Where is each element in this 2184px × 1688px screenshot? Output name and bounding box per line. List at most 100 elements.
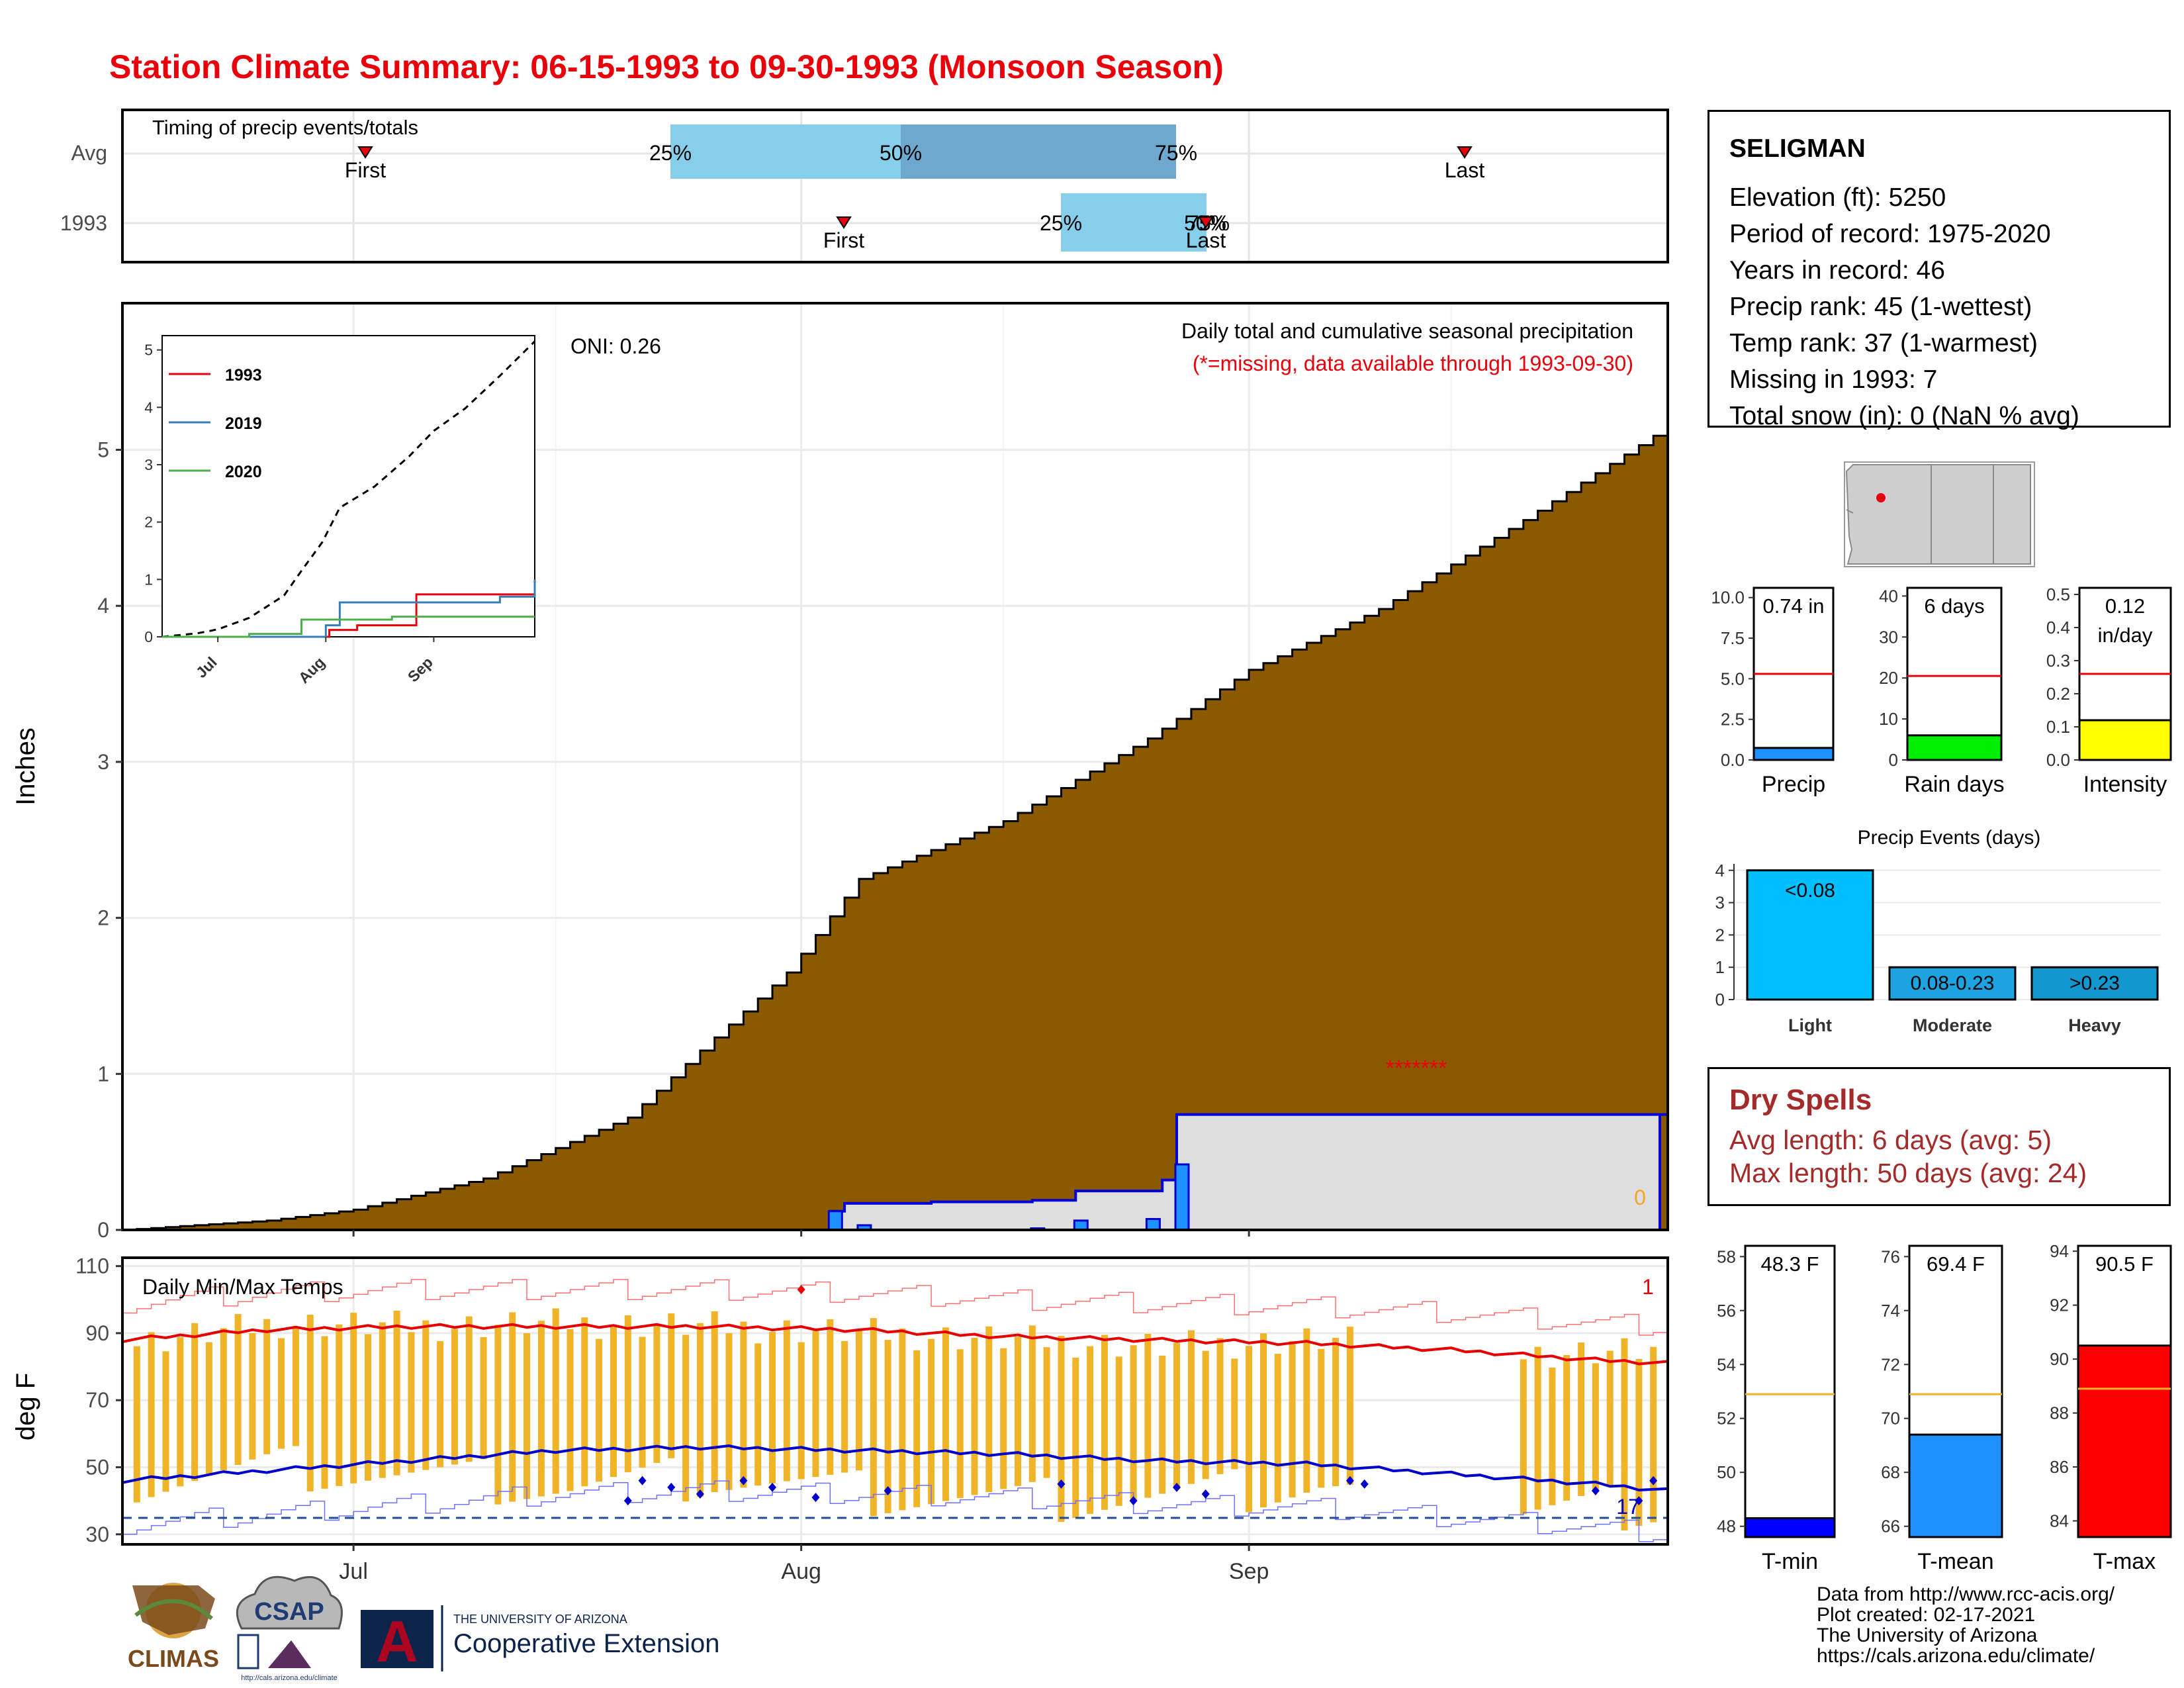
temp-range-bar [1101,1335,1108,1510]
temp-range-bar [567,1329,574,1491]
temp-range-bar [1578,1342,1585,1496]
snow-count: 0 [1634,1186,1646,1209]
tmean-y-tick-label: 66 [1881,1517,1900,1536]
temp-range-bar [1289,1340,1296,1498]
precip-y-tick-label: 3 [97,750,109,774]
temp-range-bar [234,1314,242,1465]
events-y-tick-label: 1 [1715,957,1725,977]
raindays-stat-y-tick-label: 30 [1879,627,1898,647]
temp-range-bar [928,1338,935,1505]
temp-range-bar [1028,1325,1036,1482]
temp-range-bar [1621,1338,1628,1530]
tmin-y-tick-label: 56 [1717,1301,1736,1321]
temp-range-bar [624,1315,631,1473]
temp-range-bar [1303,1328,1310,1493]
tmax-value-text: 90.5 F [2095,1252,2154,1276]
temp-range-bar [797,1342,805,1479]
location-map [1844,461,2035,567]
raindays-stat-y-tick-label: 0 [1889,750,1898,770]
raindays-stat-value-text: 6 days [1924,594,1984,618]
station-snow: Total snow (in): 0 (NaN % avg) [1729,402,2079,430]
tmax-y-tick-label: 84 [2050,1511,2069,1531]
record-low-marker [638,1476,647,1485]
temp-range-bar [1534,1346,1541,1510]
inset-y-tick-label: 0 [144,628,153,645]
temp-range-bar [1549,1367,1556,1505]
1993-first-marker [836,216,852,229]
tmax-value-bar [2077,1344,2172,1538]
temp-y-tick-label: 90 [85,1321,109,1345]
temp-panel-label: Daily Min/Max Temps [142,1275,343,1299]
temp-range-bar [956,1349,964,1499]
temp-range-bar [1187,1330,1195,1484]
events-x-label: Moderate [1913,1015,1992,1035]
temp-range-bar [1274,1354,1281,1503]
temp-range-bar [552,1308,559,1494]
station-name: SELIGMAN [1729,134,1866,163]
tmin-y-tick-label: 50 [1717,1462,1736,1482]
temp-range-bar [1635,1358,1643,1526]
temp-range-bar [581,1317,588,1487]
station-location-dot [1876,493,1886,502]
temp-range-bar [754,1343,762,1486]
inset-avg-cumulative-line [161,340,536,638]
events-y-tick-label: 0 [1715,990,1725,1009]
timing-row-1993: 1993 [60,211,107,235]
temp-range-bar [855,1329,862,1471]
temp-range-bar [596,1338,603,1482]
precip-y-label: Inches [11,727,40,806]
csap-bars-icon [237,1634,259,1669]
intensity-stat-y-tick-label: 0.5 [2046,585,2070,604]
1993-last-label: Last [1186,228,1226,252]
temp-range-bar [537,1321,545,1497]
temp-range-bar [451,1329,458,1465]
temp-range-bar [711,1311,718,1492]
temp-range-bar [509,1312,516,1502]
tmean-y-tick-label: 72 [1881,1354,1900,1374]
csap-wordmark: CSAP [254,1598,324,1626]
record-low-marker [1201,1489,1210,1499]
temp-range-bar [379,1322,386,1478]
record-low-marker [1360,1479,1369,1489]
temp-range-bar [523,1333,530,1499]
temp-x-tick-label: Jul [339,1559,367,1584]
inset-legend-1993: 1993 [225,366,262,385]
temp-range-bar [1130,1345,1137,1502]
temp-range-bar [942,1327,949,1501]
intensity-stat-y-tick-label: 0.1 [2046,717,2070,737]
temp-x-ticks: Jul Aug Sep [339,1544,1269,1584]
temp-range-bar [668,1313,675,1458]
tmean-label: T-mean [1917,1549,1993,1574]
temperature-stat-bars: 48 50 52 54 56 58 48.3 F T-min 66 68 70 72 74 76 69.4 … [1717,1241,2172,1574]
avg-quartile-50-75 [901,124,1176,179]
temp-range-bar [769,1332,776,1483]
temp-range-bar [1606,1350,1614,1487]
timing-panel-label: Timing of precip events/totals [152,116,418,139]
temp-range-bar [1072,1357,1079,1518]
events-x-label: Heavy [2068,1015,2121,1035]
tmax-y-tick-label: 94 [2050,1241,2069,1261]
temp-range-bar [220,1328,227,1471]
temp-range-bar [610,1327,617,1477]
tmin-y-tick-label: 48 [1717,1517,1736,1536]
temp-range-bar [1159,1355,1166,1494]
intensity-stat-value-text: 0.12 [2105,594,2145,618]
raindays-stat-y-tick-label: 10 [1879,709,1898,729]
record-high-marker [797,1285,805,1295]
ua-line1: THE UNIVERSITY OF ARIZONA [453,1613,627,1626]
precip-note: Daily total and cumulative seasonal prec… [1181,319,1633,343]
temp-range-bar [1260,1333,1267,1508]
record-low-marker [696,1489,704,1499]
temp-range-bar [1202,1350,1209,1479]
ua-shield-icon [361,1610,433,1668]
temp-range-bar [480,1337,487,1460]
season-stat-bars: 0.0 2.5 5.0 7.5 10.0 0.74 in Precip 0 10 20 30 40 6 … [1711,585,2172,797]
timing-row-avg: Avg [71,141,107,165]
timing-panel: Timing of precip events/totals Avg 1993 … [60,109,1669,263]
tmin-y-tick-label: 54 [1717,1354,1736,1374]
dry-spells-avg: Avg length: 6 days (avg: 5) [1729,1125,2052,1155]
precip-stat-value-text: 0.74 in [1762,594,1824,618]
avg-high-line [122,1323,1668,1366]
raindays-stat-y-tick-label: 20 [1879,668,1898,688]
footer-line4: https://cals.arizona.edu/climate/ [1817,1645,2095,1667]
